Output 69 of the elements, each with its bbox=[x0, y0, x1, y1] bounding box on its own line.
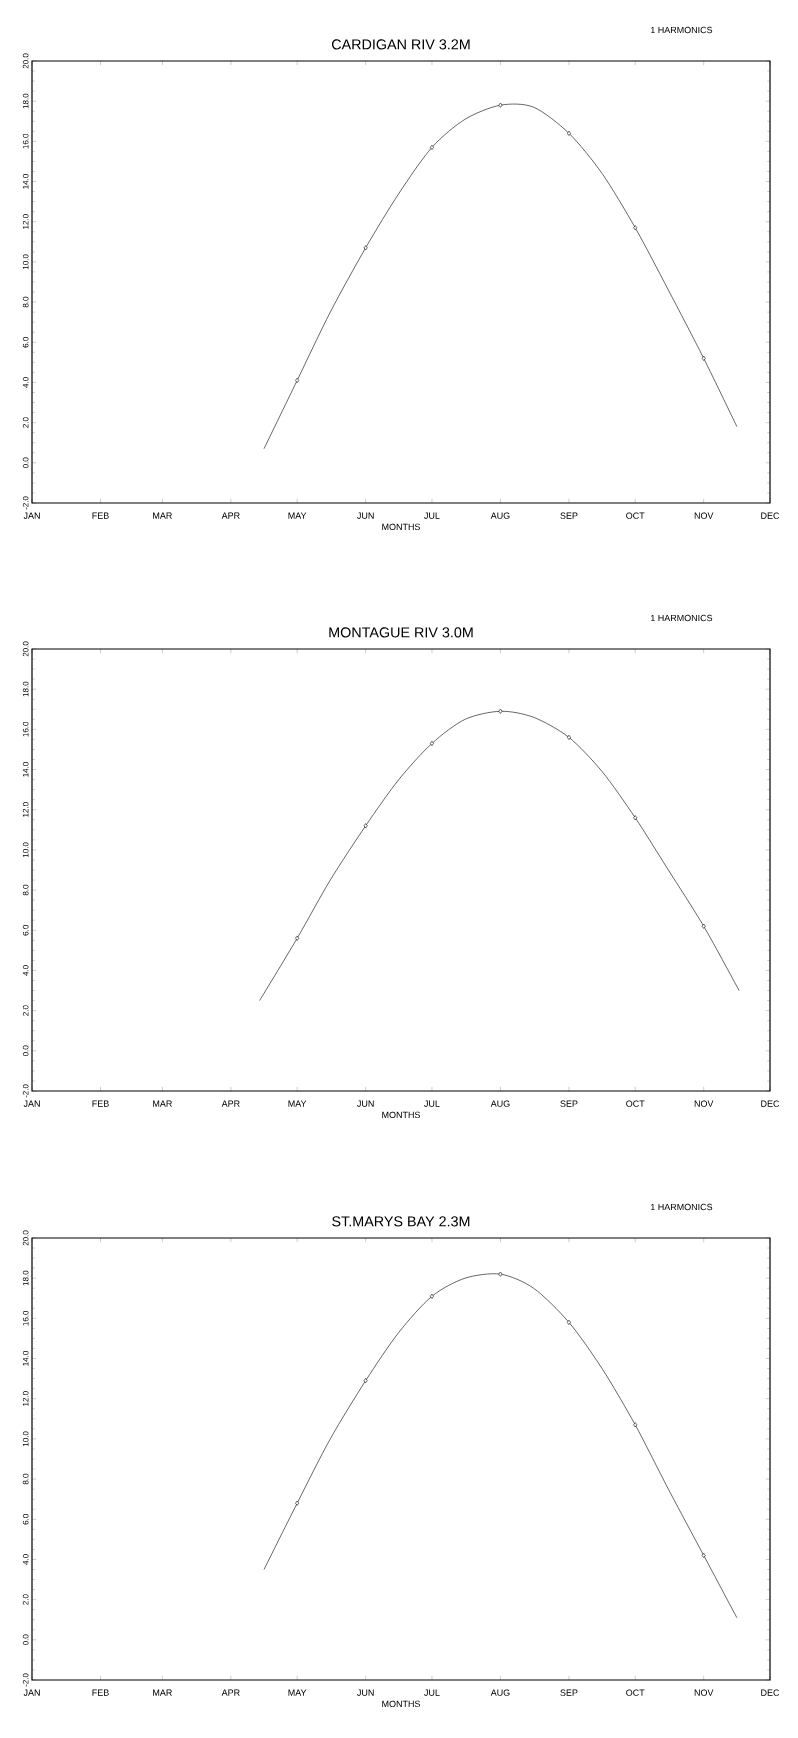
x-tick-label: AUG bbox=[490, 1100, 510, 1107]
x-tick-label: DEC bbox=[761, 1100, 780, 1107]
x-tick-label: SEP bbox=[560, 1100, 578, 1107]
x-axis-title: MONTHS bbox=[382, 1700, 421, 1708]
point bbox=[633, 815, 638, 821]
x-tick-label: FEB bbox=[92, 1689, 109, 1696]
x-tick-label: JUN bbox=[357, 512, 374, 519]
x-tick-label: MAR bbox=[153, 1689, 172, 1696]
line-series bbox=[263, 103, 738, 450]
point bbox=[498, 708, 503, 714]
text: 1 HARMONICS bbox=[651, 614, 713, 622]
x-tick-label: FEB bbox=[92, 1100, 109, 1107]
point bbox=[633, 1422, 638, 1428]
x-tick-label: MAY bbox=[288, 1100, 307, 1107]
x-tick-label: JUL bbox=[424, 512, 440, 519]
x-tick-label: MAR bbox=[153, 1100, 172, 1107]
x-tick-label: JAN bbox=[23, 1689, 40, 1696]
text: 1 HARMONICS bbox=[651, 1203, 713, 1211]
x-axis-title: MONTHS bbox=[382, 523, 421, 531]
line-series bbox=[263, 1273, 738, 1619]
x-tick-label: OCT bbox=[626, 1689, 645, 1696]
point bbox=[566, 130, 571, 136]
x-tick-label: DEC bbox=[761, 512, 780, 519]
x-axis-title: MONTHS bbox=[382, 1111, 421, 1119]
x-tick-label: FEB bbox=[92, 512, 109, 519]
point bbox=[430, 740, 434, 746]
x-tick-label: MAY bbox=[288, 1689, 307, 1696]
text: 1 HARMONICS bbox=[651, 26, 713, 34]
x-tick-label: MAY bbox=[288, 512, 307, 519]
x-tick-label: AUG bbox=[490, 512, 510, 519]
point bbox=[633, 225, 638, 231]
point bbox=[430, 1293, 434, 1299]
x-tick-label: APR bbox=[221, 1689, 240, 1696]
chart-title: ST.MARYS BAY 2.3M bbox=[332, 1216, 470, 1227]
line-series bbox=[259, 710, 740, 1001]
point bbox=[363, 245, 368, 251]
point bbox=[295, 935, 300, 941]
x-tick-label: JAN bbox=[23, 1100, 40, 1107]
x-tick-label: APR bbox=[221, 512, 240, 519]
x-tick-label: JUN bbox=[357, 1100, 374, 1107]
point bbox=[498, 102, 503, 108]
point bbox=[295, 377, 300, 383]
point bbox=[363, 823, 368, 829]
x-tick-label: MAR bbox=[153, 512, 172, 519]
point bbox=[363, 1378, 368, 1384]
x-tick-label: DEC bbox=[761, 1689, 780, 1696]
x-tick-label: NOV bbox=[694, 512, 714, 519]
x-tick-label: SEP bbox=[560, 1689, 578, 1696]
x-tick-label: OCT bbox=[626, 512, 645, 519]
x-tick-label: AUG bbox=[490, 1689, 510, 1696]
x-tick-label: JAN bbox=[23, 512, 40, 519]
x-tick-label: APR bbox=[221, 1100, 240, 1107]
x-tick-label: OCT bbox=[626, 1100, 645, 1107]
x-tick-label: JUL bbox=[424, 1100, 440, 1107]
point bbox=[498, 1271, 503, 1277]
x-tick-label: JUL bbox=[424, 1689, 440, 1696]
x-tick-label: NOV bbox=[694, 1689, 714, 1696]
point bbox=[295, 1500, 300, 1506]
point bbox=[701, 1552, 706, 1558]
x-tick-label: JUN bbox=[357, 1689, 374, 1696]
chart-title: CARDIGAN RIV 3.2M bbox=[331, 39, 470, 50]
point bbox=[566, 734, 571, 740]
point bbox=[430, 144, 434, 150]
point bbox=[701, 355, 706, 361]
point bbox=[566, 1319, 571, 1325]
x-tick-label: NOV bbox=[694, 1100, 714, 1107]
point bbox=[701, 923, 706, 929]
chart-title: MONTAGUE RIV 3.0M bbox=[329, 627, 473, 638]
x-tick-label: SEP bbox=[560, 512, 578, 519]
